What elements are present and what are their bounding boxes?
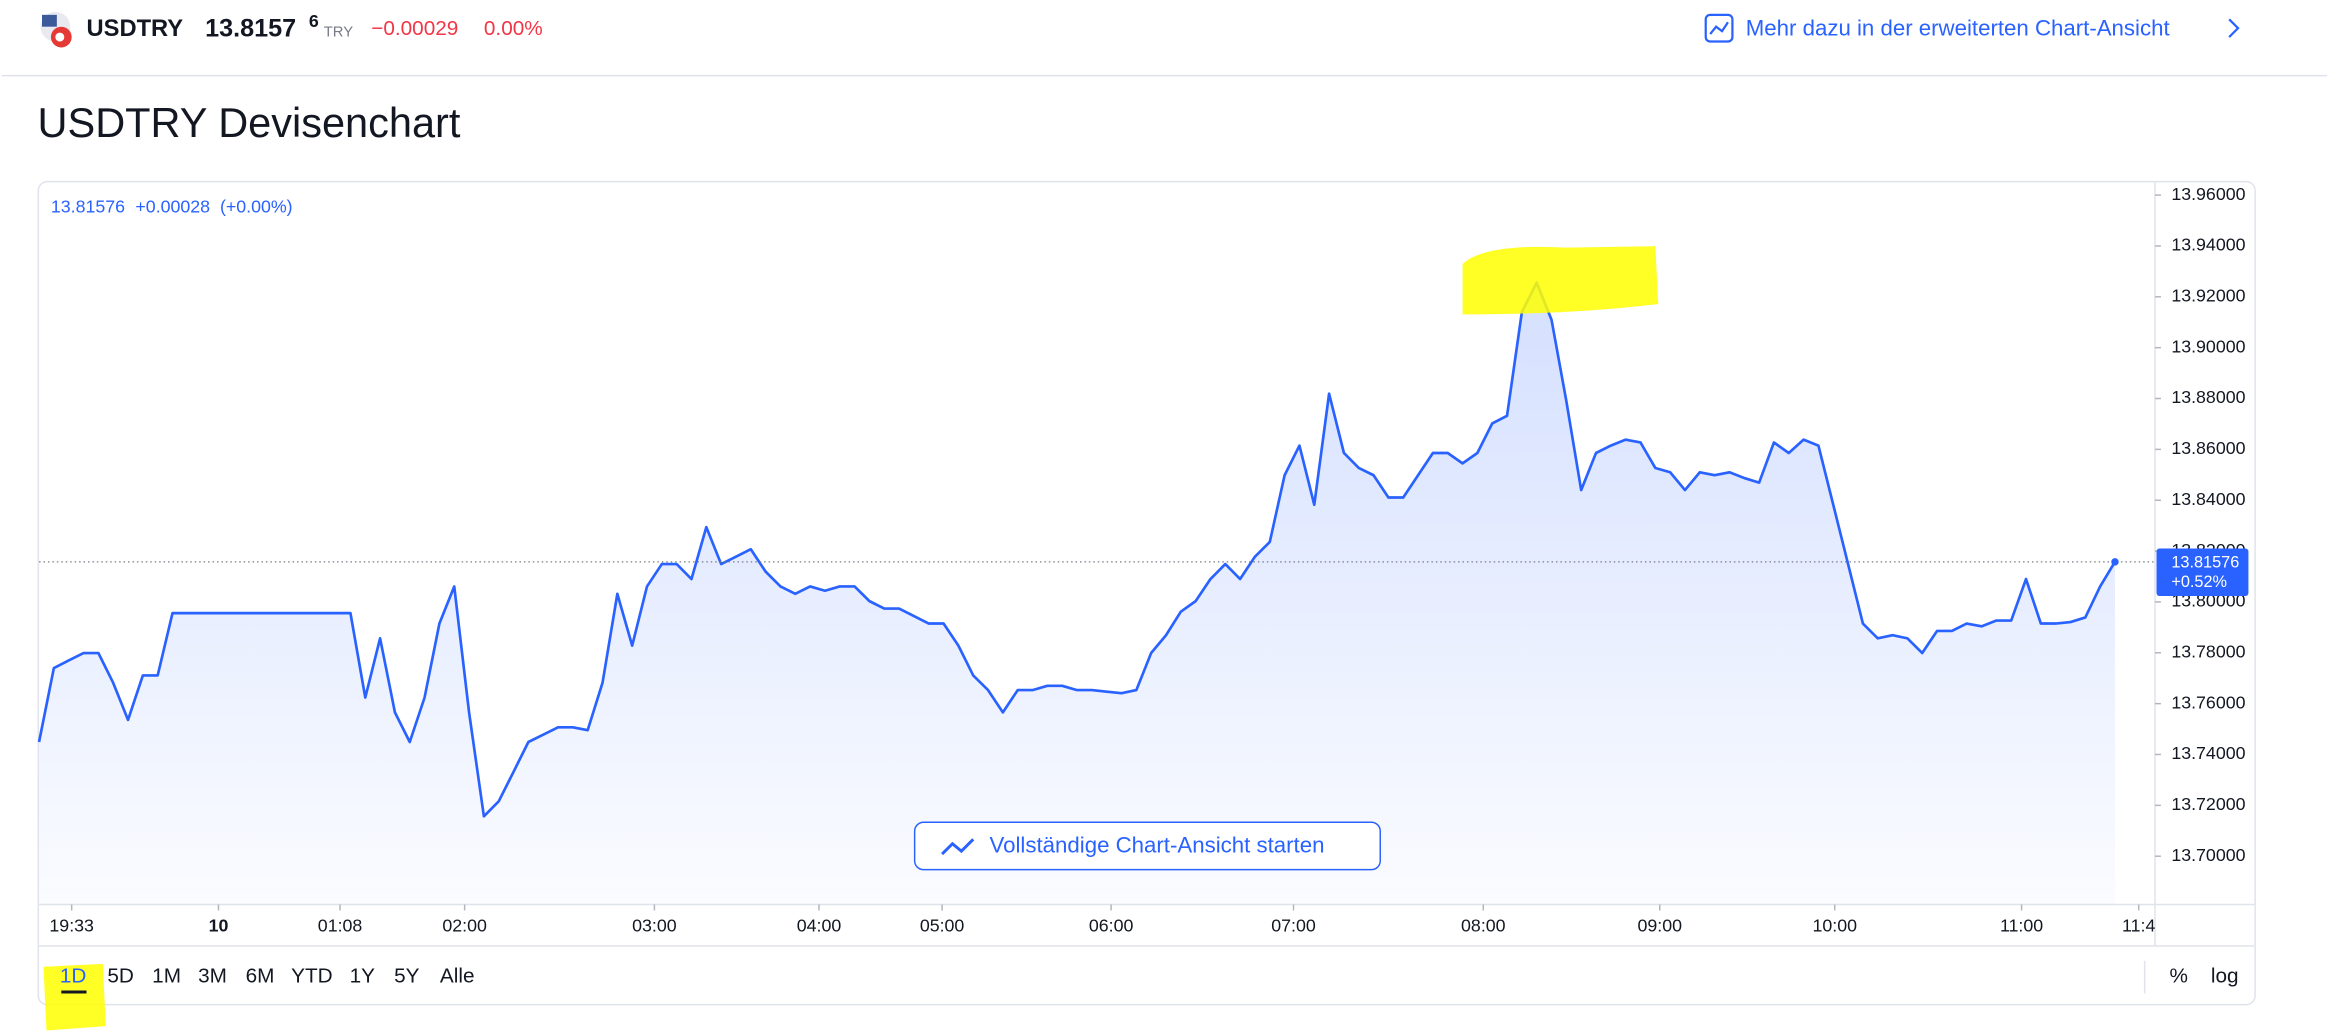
legend-price: 13.81576 bbox=[51, 196, 125, 216]
range-button[interactable]: 1M bbox=[152, 965, 181, 988]
y-tick-label: 13.96000 bbox=[2171, 184, 2245, 204]
link-text[interactable]: Mehr dazu in der erweiterten Chart-Ansic… bbox=[1746, 16, 2171, 41]
x-tick-label: 11:4 bbox=[2122, 915, 2155, 935]
range-button[interactable]: YTD bbox=[291, 965, 333, 988]
x-tick-label: 10 bbox=[209, 915, 229, 935]
area-fill bbox=[39, 282, 2115, 905]
scale-button[interactable]: log bbox=[2211, 965, 2239, 988]
x-tick-label: 10:00 bbox=[1812, 915, 1857, 935]
y-tick-label: 13.78000 bbox=[2171, 641, 2245, 661]
y-tick-label: 13.88000 bbox=[2171, 387, 2245, 407]
y-tick-label: 13.94000 bbox=[2171, 235, 2245, 255]
highlight bbox=[43, 963, 106, 1031]
x-tick-label: 03:00 bbox=[632, 915, 677, 935]
x-tick-label: 04:00 bbox=[797, 915, 842, 935]
x-tick-label: 06:00 bbox=[1089, 915, 1134, 935]
flag-icon bbox=[40, 11, 72, 48]
last-point bbox=[2111, 558, 2119, 566]
full-chart-button[interactable]: Vollständige Chart-Ansicht starten bbox=[913, 821, 1381, 871]
scale-button[interactable]: % bbox=[2170, 965, 2188, 988]
currency: TRY bbox=[324, 25, 353, 41]
change: −0.00029 bbox=[371, 17, 458, 40]
range-button[interactable]: 1Y bbox=[350, 965, 376, 988]
x-tick-label: 19:33 bbox=[49, 915, 94, 935]
y-tick-label: 13.86000 bbox=[2171, 438, 2245, 458]
x-tick-label: 08:00 bbox=[1461, 915, 1506, 935]
y-tick-label: 13.84000 bbox=[2171, 489, 2245, 509]
range-button[interactable]: 6M bbox=[246, 965, 275, 988]
range-button[interactable]: 1D bbox=[60, 965, 87, 988]
change-pct: 0.00% bbox=[484, 17, 543, 40]
y-tick-label: 13.90000 bbox=[2171, 336, 2245, 356]
legend-change: +0.00028 bbox=[135, 196, 210, 216]
range-button[interactable]: 5Y bbox=[394, 965, 420, 988]
price: 13.8157 bbox=[205, 14, 296, 42]
x-tick-label: 02:00 bbox=[442, 915, 487, 935]
price-tag bbox=[2156, 548, 2249, 596]
range-button[interactable]: 3M bbox=[198, 965, 227, 988]
y-tick-label: 13.74000 bbox=[2171, 743, 2245, 763]
button-text[interactable]: Vollständige Chart-Ansicht starten bbox=[990, 833, 1325, 858]
legend-pct: (+0.00%) bbox=[220, 196, 293, 216]
range-button[interactable]: Alle bbox=[440, 965, 475, 988]
y-tick-label: 13.76000 bbox=[2171, 692, 2245, 712]
price-suffix: 6 bbox=[309, 11, 319, 31]
symbol: USDTRY bbox=[86, 16, 183, 42]
y-tick-label: 13.92000 bbox=[2171, 286, 2245, 306]
price-tag-text: 13.81576 bbox=[2171, 554, 2239, 572]
plot bbox=[37, 281, 2156, 905]
price-line bbox=[37, 281, 2117, 818]
price-tag-change: +0.52% bbox=[2171, 573, 2227, 591]
range-button[interactable]: 5D bbox=[107, 965, 134, 988]
x-tick-label: 11:00 bbox=[2000, 915, 2043, 935]
x-tick-label: 07:00 bbox=[1271, 915, 1316, 935]
x-tick-label: 05:00 bbox=[920, 915, 965, 935]
heading: USDTRY Devisenchart bbox=[38, 99, 461, 146]
chart-link[interactable]: Mehr dazu in der erweiterten Chart-Ansic… bbox=[1704, 13, 2240, 43]
x-tick-label: 09:00 bbox=[1638, 915, 1683, 935]
y-tick-label: 13.72000 bbox=[2171, 794, 2245, 814]
x-tick-label: 01:08 bbox=[318, 915, 363, 935]
highlight bbox=[1462, 246, 1659, 315]
y-tick-label: 13.70000 bbox=[2171, 845, 2245, 865]
